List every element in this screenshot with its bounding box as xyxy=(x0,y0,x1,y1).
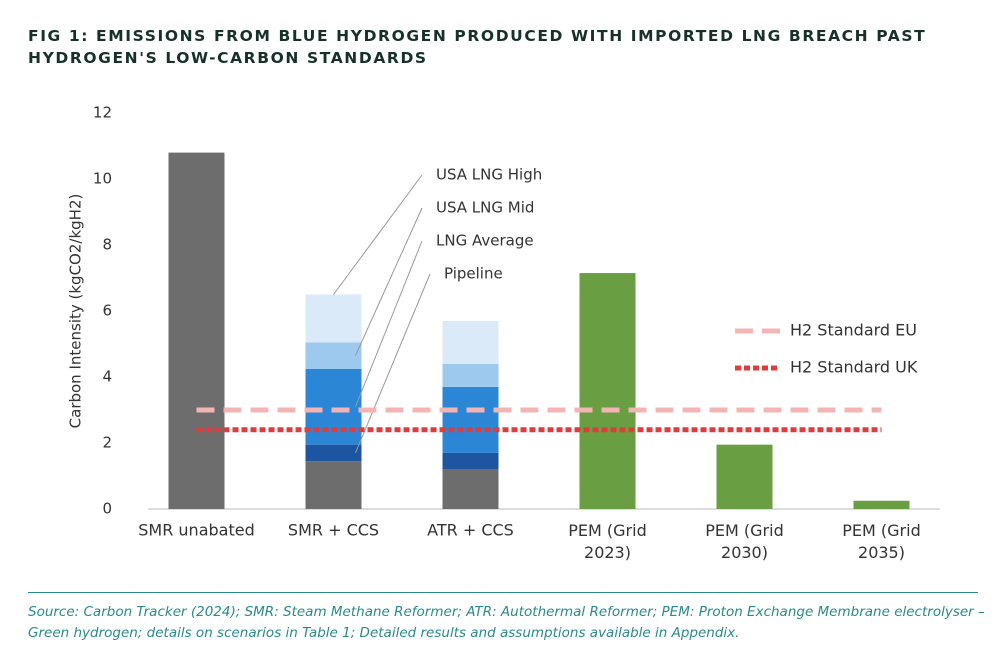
bar-segment xyxy=(305,444,362,462)
x-tick-label: PEM (Grid 2030) xyxy=(705,521,783,562)
callout-label: LNG Average xyxy=(436,232,534,250)
bar-segment xyxy=(716,444,773,509)
bar-segment xyxy=(168,152,225,509)
legend-label: H2 Standard EU xyxy=(790,321,917,340)
callout-line xyxy=(355,240,423,407)
chart-title: FIG 1: EMISSIONS FROM BLUE HYDROGEN PROD… xyxy=(28,27,927,67)
legend-label: H2 Standard UK xyxy=(790,358,918,377)
callout-line xyxy=(333,174,423,295)
y-tick-label: 2 xyxy=(102,434,112,452)
y-tick-label: 12 xyxy=(93,104,112,122)
y-tick-label: 0 xyxy=(102,500,112,518)
bar-segment xyxy=(579,273,636,509)
x-tick-label: PEM (Grid 2023) xyxy=(568,521,646,562)
bar-segment xyxy=(305,342,362,369)
x-tick-label: SMR + CCS xyxy=(288,521,379,540)
bar-segment xyxy=(305,368,362,445)
x-tick-label: SMR unabated xyxy=(138,521,254,540)
bar-segment xyxy=(853,500,910,509)
source-note: Source: Carbon Tracker (2024); SMR: Stea… xyxy=(28,604,985,641)
callout-label: USA LNG Mid xyxy=(436,199,534,217)
callout-line xyxy=(355,273,431,454)
y-tick-label: 8 xyxy=(102,236,112,254)
bar-segment xyxy=(442,469,499,509)
bar-segment xyxy=(305,461,362,509)
bar-segment xyxy=(442,452,499,470)
bar-segment xyxy=(442,320,499,364)
chart: Carbon Intensity (kgCO2/kgH2) 0 2 4 6 8 10 12 S… xyxy=(67,104,940,562)
callout-line xyxy=(355,207,423,356)
divider xyxy=(28,592,978,593)
x-tick-label: ATR + CCS xyxy=(427,521,514,540)
bar-segment xyxy=(442,363,499,387)
x-tick-label: PEM (Grid 2035) xyxy=(842,521,920,562)
y-tick-label: 6 xyxy=(102,302,112,320)
bar-segment xyxy=(442,386,499,453)
callout-label: Pipeline xyxy=(444,265,503,283)
y-axis-title: Carbon Intensity (kgCO2/kgH2) xyxy=(67,194,85,429)
bar-segment xyxy=(305,294,362,343)
callout-label: USA LNG High xyxy=(436,166,542,184)
y-tick-label: 4 xyxy=(102,368,112,386)
y-tick-label: 10 xyxy=(93,170,112,188)
